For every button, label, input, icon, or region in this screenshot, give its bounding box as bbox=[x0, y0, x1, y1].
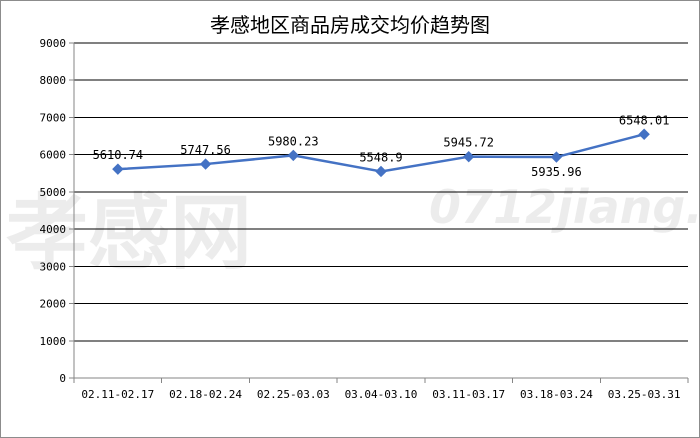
y-tick-label: 7000 bbox=[40, 111, 67, 124]
data-label: 5945.72 bbox=[443, 136, 494, 150]
series-line bbox=[112, 128, 650, 178]
y-tick-label: 0 bbox=[59, 372, 66, 385]
data-point-marker bbox=[112, 163, 124, 175]
x-tick-label: 02.18-02.24 bbox=[169, 388, 242, 401]
x-tick-label: 03.04-03.10 bbox=[345, 388, 418, 401]
y-tick-label: 8000 bbox=[40, 74, 67, 87]
x-tick-label: 02.11-02.17 bbox=[81, 388, 154, 401]
watermark-url: 0712jiang.com bbox=[429, 180, 699, 234]
watermark-brand: 孝感网 bbox=[6, 186, 252, 281]
x-tick-label: 02.25-03.03 bbox=[257, 388, 330, 401]
data-label: 6548.01 bbox=[619, 113, 670, 127]
y-tick-label: 6000 bbox=[40, 149, 67, 162]
x-tick-label: 03.25-03.31 bbox=[608, 388, 681, 401]
data-point-marker bbox=[287, 149, 299, 162]
y-tick-label: 3000 bbox=[40, 260, 67, 273]
x-tick-label: 03.18-03.24 bbox=[520, 388, 593, 401]
data-label: 5548.9 bbox=[359, 150, 402, 164]
data-point-marker bbox=[550, 151, 563, 163]
y-axis: 0 1000 2000 3000 4000 5000 6000 7000 8000 9000 bbox=[40, 37, 75, 385]
y-tick-label: 2000 bbox=[40, 298, 67, 311]
watermark: 孝感网 0712jiang.com bbox=[6, 180, 699, 281]
chart-title: 孝感地区商品房成交均价趋势图 bbox=[210, 13, 490, 37]
gridlines bbox=[74, 42, 688, 379]
x-tick-label: 03.11-03.17 bbox=[432, 388, 505, 401]
data-point-marker bbox=[638, 128, 650, 140]
data-labels: 5610.74 5747.56 5980.23 5548.9 5945.72 5935.9… bbox=[93, 113, 670, 179]
y-tick-label: 1000 bbox=[40, 335, 67, 348]
y-tick-label: 4000 bbox=[40, 223, 67, 236]
data-point-marker bbox=[463, 150, 475, 163]
y-tick-label: 5000 bbox=[40, 186, 67, 199]
y-tick-label: 9000 bbox=[40, 37, 67, 50]
data-point-marker bbox=[375, 165, 387, 178]
data-label: 5610.74 bbox=[93, 148, 144, 162]
x-axis: 02.11-02.17 02.18-02.24 02.25-03.03 03.04-0… bbox=[73, 378, 689, 401]
data-label: 5980.23 bbox=[268, 134, 319, 148]
data-point-marker bbox=[199, 158, 212, 170]
data-label: 5747.56 bbox=[180, 143, 231, 157]
data-label: 5935.96 bbox=[531, 165, 582, 179]
